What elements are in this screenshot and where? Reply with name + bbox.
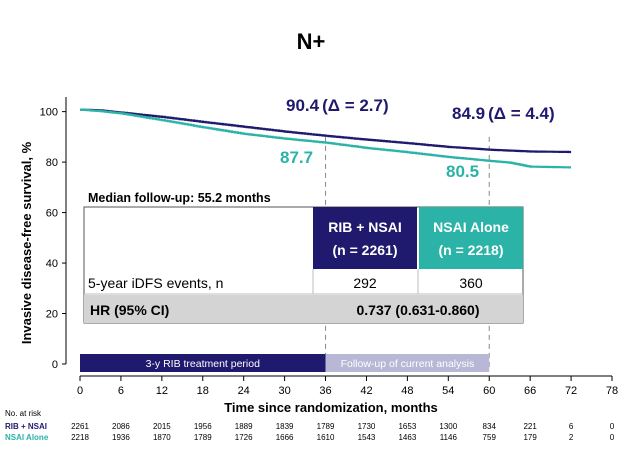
- table-row2-bg: [84, 295, 523, 323]
- y-tick-label: 80: [46, 157, 58, 169]
- at-risk-value: 1730: [358, 422, 376, 431]
- at-risk-value: 1956: [194, 422, 212, 431]
- at-risk-value: 1463: [398, 433, 416, 442]
- x-tick-label: 54: [442, 385, 454, 397]
- at-risk-table: No. at risk RIB + NSAI NSAI Alone 2261 20…: [5, 409, 615, 442]
- treatment-period-bar: [80, 354, 326, 372]
- at-risk-value: 0: [610, 433, 615, 442]
- at-risk-value: 1543: [358, 433, 376, 442]
- y-tick-label: 60: [46, 208, 58, 220]
- annotation-nsai-3y: 87.7: [280, 148, 313, 167]
- at-risk-value: 1300: [439, 422, 457, 431]
- x-tick-label: 48: [401, 385, 413, 397]
- x-tick-label: 36: [319, 385, 331, 397]
- at-risk-value: 1726: [235, 433, 253, 442]
- annotations: 90.4 (Δ = 2.7) 87.7 84.9 (Δ = 4.4) 80.5: [280, 96, 555, 181]
- treatment-period-label: 3-y RIB treatment period: [146, 358, 261, 370]
- at-risk-value: 1870: [153, 433, 171, 442]
- y-tick-label: 0: [52, 359, 58, 371]
- y-tick-label: 20: [46, 309, 58, 321]
- followup-period-label: Follow-up of current analysis: [341, 358, 475, 370]
- chart-title: N+: [297, 29, 326, 54]
- annotation-rib-5y: 84.9 (Δ = 4.4): [452, 104, 555, 123]
- at-risk-value: 1146: [440, 433, 458, 442]
- at-risk-value: 1839: [276, 422, 294, 431]
- at-risk-value: 179: [523, 433, 537, 442]
- at-risk-value: 1789: [317, 422, 335, 431]
- at-risk-value: 1610: [317, 433, 335, 442]
- at-risk-value: 2086: [112, 422, 130, 431]
- at-risk-header: No. at risk: [5, 409, 42, 418]
- at-risk-value: 1789: [194, 433, 212, 442]
- x-tick-label: 72: [565, 385, 577, 397]
- y-axis-label: Invasive disease-free survival, %: [19, 141, 34, 344]
- at-risk-value: 2218: [71, 433, 89, 442]
- results-table: Median follow-up: 55.2 months RIB + NSAI…: [83, 191, 524, 324]
- at-risk-value: 834: [483, 422, 497, 431]
- at-risk-value: 1653: [398, 422, 416, 431]
- x-tick-label: 66: [524, 385, 536, 397]
- table-row2-value: 0.737 (0.631-0.860): [357, 302, 480, 318]
- table-row2-label: HR (95% CI): [90, 302, 169, 318]
- at-risk-label-nsai: NSAI Alone: [5, 433, 49, 442]
- x-tick-label: 60: [483, 385, 495, 397]
- x-tick-label: 6: [118, 385, 124, 397]
- x-axis-label: Time since randomization, months: [224, 400, 438, 415]
- table-row1-rib: 292: [353, 275, 377, 291]
- table-header-rib: [313, 207, 417, 269]
- period-bars: 3-y RIB treatment period Follow-up of cu…: [80, 354, 490, 372]
- y-tick-label: 100: [40, 107, 58, 119]
- table-header-nsai-name: NSAI Alone: [433, 219, 509, 235]
- y-tick-label: 40: [46, 258, 58, 270]
- median-followup: Median follow-up: 55.2 months: [88, 191, 271, 205]
- annotation-rib-3y: 90.4 (Δ = 2.7): [286, 96, 389, 115]
- at-risk-value: 0: [610, 422, 615, 431]
- table-header-nsai: [419, 207, 523, 269]
- at-risk-value: 2: [569, 433, 574, 442]
- x-tick-label: 24: [238, 385, 250, 397]
- table-row1-label: 5-year iDFS events, n: [88, 275, 223, 291]
- x-tick-label: 12: [156, 385, 168, 397]
- at-risk-value: 1666: [276, 433, 294, 442]
- survival-curves: [80, 108, 572, 169]
- table-header-rib-n: (n = 2261): [333, 242, 398, 258]
- at-risk-value: 2015: [153, 422, 171, 431]
- x-tick-label: 0: [77, 385, 83, 397]
- followup-period-bar: [325, 354, 490, 372]
- table-row1-nsai: 360: [459, 275, 483, 291]
- x-tick-label: 78: [606, 385, 618, 397]
- at-risk-label-rib: RIB + NSAI: [5, 422, 47, 431]
- at-risk-value: 6: [569, 422, 574, 431]
- table-header-rib-name: RIB + NSAI: [328, 219, 402, 235]
- axes: 0 20 40 60 80 100 0 6 12 18 24 30 36 42 48 54 60 66 72 78: [40, 97, 618, 397]
- at-risk-value: 759: [483, 433, 497, 442]
- reference-lines: [325, 136, 490, 370]
- at-risk-value: 2261: [71, 422, 89, 431]
- at-risk-value: 221: [523, 422, 537, 431]
- at-risk-value: 1936: [112, 433, 130, 442]
- x-tick-label: 42: [360, 385, 372, 397]
- x-tick-label: 30: [278, 385, 290, 397]
- at-risk-value: 1889: [235, 422, 253, 431]
- km-curve-nsai-alone: [80, 108, 572, 169]
- annotation-nsai-5y: 80.5: [446, 162, 479, 181]
- x-tick-label: 18: [197, 385, 209, 397]
- table-header-nsai-n: (n = 2218): [439, 242, 504, 258]
